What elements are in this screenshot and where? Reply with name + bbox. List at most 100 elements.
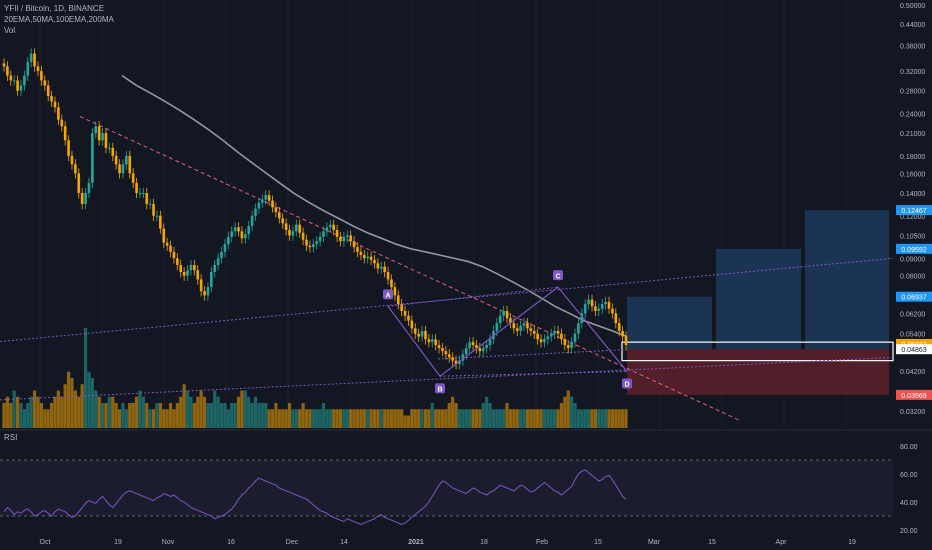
volume-bar [342, 409, 346, 428]
candle-body [441, 348, 444, 352]
volume-bar [270, 409, 275, 428]
harmonic-label-box [553, 270, 563, 281]
volume-bar [260, 403, 264, 428]
volume-bar [474, 409, 479, 428]
candle-body [186, 270, 189, 276]
volume-bar [417, 409, 421, 428]
candle-body [468, 342, 471, 349]
candle-body [220, 251, 223, 259]
candle-body [413, 328, 417, 334]
volume-bar [77, 396, 81, 428]
price-tick-label: 0.44000 [900, 22, 925, 29]
channel-upper [0, 257, 894, 343]
price-tick-label: 0.06200 [900, 311, 925, 318]
candle-body [502, 310, 505, 316]
candle-body [495, 323, 499, 331]
candle-body [53, 101, 57, 108]
rsi-title[interactable]: RSI [4, 433, 18, 442]
volume-bar [549, 409, 553, 428]
candle-body [315, 241, 318, 245]
candle-body [536, 333, 539, 340]
volume-bar [162, 409, 166, 428]
volume-bar [607, 409, 611, 428]
candle-body [590, 299, 594, 307]
candle-body [176, 258, 179, 265]
harmonic-pattern: A B C D [383, 270, 632, 393]
candle-body [587, 299, 590, 305]
candle-body [298, 224, 302, 233]
candle-body [63, 126, 67, 141]
volume-bar [189, 396, 193, 428]
candle-body [6, 66, 9, 76]
volume-bar [614, 409, 618, 428]
volume-bar [610, 409, 615, 428]
candle-body [108, 147, 111, 149]
candle-body [274, 207, 278, 213]
price-tag-label: 0.04863 [901, 347, 926, 354]
price-tag [896, 344, 932, 355]
volume-bar [66, 371, 71, 428]
volume-bar [247, 396, 251, 428]
candle-body [118, 164, 121, 174]
candle-body [454, 360, 458, 364]
volume-bar [202, 396, 207, 428]
volume-bar [192, 403, 196, 428]
candle-body [614, 313, 618, 324]
candle-body [138, 193, 142, 195]
volume-bar [604, 409, 608, 428]
volume-bar [46, 409, 50, 428]
volume-bar [406, 415, 411, 428]
candle-body [532, 330, 536, 334]
candle-body [475, 345, 478, 349]
candle-body [60, 119, 64, 127]
volume-bar [379, 409, 383, 428]
volume-bar [451, 396, 455, 428]
candle-body [332, 224, 335, 230]
volume-bar [114, 403, 118, 428]
price-axis[interactable]: 0.50000 0.44000 0.38000 0.32000 0.28000 0.240… [896, 3, 932, 535]
candle-body [383, 266, 386, 273]
volume-bar [478, 409, 482, 428]
volume-bar [22, 409, 26, 428]
indicator-legend[interactable]: 20EMA,50MA,100EMA,200MA [4, 15, 114, 24]
volume-bar [444, 409, 448, 428]
candle-body [437, 345, 441, 349]
harmonic-ac [387, 286, 559, 307]
volume-bar [104, 403, 108, 428]
volume-bar [233, 403, 237, 428]
candle-body [509, 318, 512, 324]
candle-body [478, 348, 482, 352]
volume-bar [403, 415, 407, 428]
time-tick-label: 19 [114, 539, 122, 546]
volume-bar [56, 390, 60, 428]
time-axis[interactable]: Oct 19 Nov 16 Dec 14 2021 18 Feb 15 Mar 15 Apr 19 [40, 539, 856, 546]
time-tick-label: 15 [594, 539, 602, 546]
volume-bar [5, 396, 9, 428]
time-tick-label: Nov [162, 539, 175, 546]
price-tag-label: 0.06937 [901, 295, 926, 302]
volume-bar [420, 409, 424, 428]
time-tick-label: Apr [776, 539, 788, 546]
volume-bar [243, 390, 247, 428]
volume-bar [49, 403, 54, 428]
volume-bar [447, 403, 451, 428]
volume-bar [491, 409, 496, 428]
volume-bar [267, 409, 271, 428]
volume-bar [593, 409, 598, 428]
candle-body [142, 193, 145, 195]
candle-body [125, 155, 128, 165]
price-tick-label: 0.05400 [900, 332, 925, 339]
volume-legend[interactable]: Vol [4, 26, 16, 35]
price-tick-label: 0.32000 [900, 69, 925, 76]
candle-body [172, 251, 176, 259]
candle-body [566, 345, 570, 349]
candle-body [512, 323, 516, 329]
volume-bar [301, 403, 305, 428]
candle-body [233, 227, 237, 232]
volume-bar [141, 396, 145, 428]
rsi-tick-label: 60.00 [900, 472, 918, 479]
candle-body [131, 173, 135, 183]
symbol-title[interactable]: YFII / Bitcoin, 1D, BINANCE [4, 4, 105, 13]
volume-bar [600, 409, 604, 428]
